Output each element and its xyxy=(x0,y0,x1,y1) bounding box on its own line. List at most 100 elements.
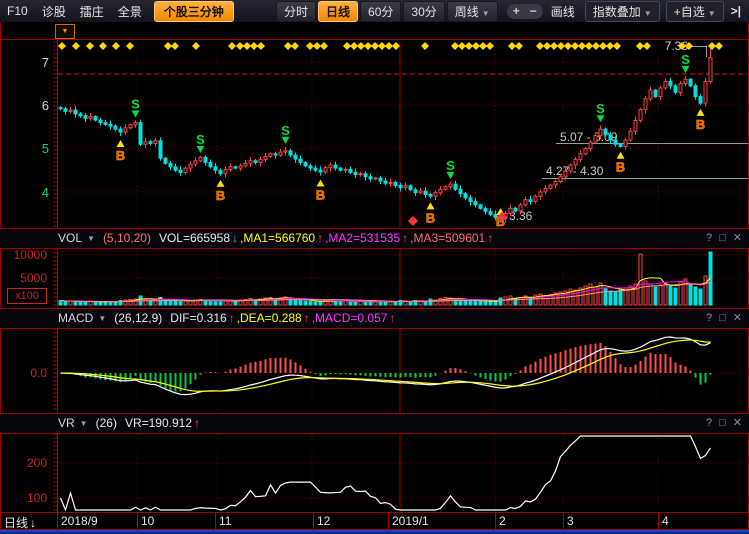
axis-divider xyxy=(313,512,314,530)
volume-bar xyxy=(488,301,493,306)
candle xyxy=(633,119,638,132)
period-weekly-button[interactable]: 周线 ▼ xyxy=(446,0,498,22)
candle xyxy=(383,180,388,184)
vr-maximize-icon[interactable]: □ xyxy=(719,417,726,429)
top-toolbar: F10 诊股 擂庄 全景 个股三分钟 分时 日线 60分 30分 周线 ▼ + −… xyxy=(0,0,749,22)
signal-diamond-icon xyxy=(536,42,544,50)
signal-diamond-icon xyxy=(564,42,572,50)
vr-params: (26) xyxy=(95,416,117,430)
candle xyxy=(513,207,518,212)
vol-indicator-selector[interactable]: VOL xyxy=(58,231,83,245)
macd-close-icon[interactable]: ✕ xyxy=(732,312,742,324)
candle xyxy=(688,78,693,87)
candle xyxy=(63,108,68,112)
period-daily-button[interactable]: 日线 xyxy=(318,0,359,22)
period-30min-button[interactable]: 30分 xyxy=(403,0,445,22)
volume-bar xyxy=(373,301,378,306)
vol-unit-box: x100 xyxy=(7,288,47,304)
signal-diamond-icon xyxy=(320,42,328,50)
candle xyxy=(178,169,183,173)
signal-diamond-icon xyxy=(678,42,686,50)
macd-help-icon[interactable]: ? xyxy=(706,312,713,324)
panorama-button[interactable]: 全景 xyxy=(117,4,142,19)
collapse-panel-icon[interactable]: >| xyxy=(730,4,741,18)
vr-help-icon[interactable]: ? xyxy=(706,417,713,429)
macd-indicator-selector[interactable]: MACD xyxy=(58,311,94,325)
chevron-down-icon: ▼ xyxy=(79,419,88,428)
axis-tick-label: 12 xyxy=(317,514,331,528)
period-60min-button[interactable]: 60分 xyxy=(360,0,402,22)
zoom-controls: + − xyxy=(506,3,543,19)
candle xyxy=(358,173,363,176)
macd-maximize-icon[interactable]: □ xyxy=(719,312,726,324)
up-arrow-icon: ↑ xyxy=(487,231,494,245)
volume-bar xyxy=(498,297,503,306)
volume-bar xyxy=(473,300,478,306)
f10-button[interactable]: F10 xyxy=(7,4,28,18)
draw-line-button[interactable]: 画线 xyxy=(550,4,575,19)
volume-bar xyxy=(483,300,488,306)
vr-close-icon[interactable]: ✕ xyxy=(732,417,742,429)
candle xyxy=(603,128,608,136)
vol-maximize-icon[interactable]: □ xyxy=(719,232,726,244)
mini-period-dropdown[interactable]: ▼ xyxy=(55,24,75,39)
vol-params: (5,10,20) xyxy=(102,231,151,245)
volume-bar xyxy=(293,299,298,306)
axis-tick-label: 3 xyxy=(567,514,574,528)
buy-arrow-icon xyxy=(426,202,435,210)
axis-tick-label: 10 xyxy=(141,514,155,528)
axis-divider xyxy=(137,512,138,530)
signal-diamond-icon xyxy=(257,42,265,50)
index-overlay-button[interactable]: 指数叠加 ▼ xyxy=(584,0,660,22)
volume-bar xyxy=(248,298,253,306)
axis-tick-label: 2018/9 xyxy=(61,514,98,528)
period-intraday-button[interactable]: 分时 xyxy=(276,0,317,22)
axis-divider xyxy=(215,512,216,530)
volume-bar xyxy=(73,301,78,306)
candle xyxy=(278,151,283,156)
candle xyxy=(473,200,478,206)
candle xyxy=(83,115,88,119)
sell-marker: S xyxy=(131,96,140,111)
vr-indicator-selector[interactable]: VR xyxy=(58,416,75,430)
volume-bar xyxy=(413,300,418,306)
add-watchlist-button[interactable]: +自选 ▼ xyxy=(665,0,724,22)
period-mode-label[interactable]: 日线 ↓ xyxy=(4,514,36,531)
volume-bar xyxy=(553,292,558,306)
axis-divider xyxy=(658,512,659,530)
candle xyxy=(698,96,703,104)
banker-button[interactable]: 擂庄 xyxy=(79,4,104,19)
candle xyxy=(403,185,408,189)
candle xyxy=(508,207,513,215)
volume-bar xyxy=(513,298,518,306)
vol-close-icon[interactable]: ✕ xyxy=(732,232,742,244)
volume-bar xyxy=(208,300,213,306)
volume-bar xyxy=(93,301,98,306)
signal-diamond-icon xyxy=(192,42,200,50)
candle xyxy=(533,195,538,202)
mode-text: 日线 xyxy=(4,516,29,530)
axis-tick-label: 2019/1 xyxy=(392,514,429,528)
candle xyxy=(568,164,573,172)
signal-diamond-icon xyxy=(58,42,66,50)
candle xyxy=(553,181,558,186)
diagnose-stock-button[interactable]: 诊股 xyxy=(41,4,66,19)
candle xyxy=(348,168,353,173)
vol-help-icon[interactable]: ? xyxy=(706,232,713,244)
signal-diamond-icon xyxy=(643,42,651,50)
chevron-down-icon: ▼ xyxy=(87,234,95,243)
signal-diamond-icon xyxy=(350,42,358,50)
volume-bar xyxy=(668,285,673,306)
volume-bar xyxy=(78,301,83,306)
volume-bar xyxy=(68,300,73,306)
zoom-out-button[interactable]: − xyxy=(529,3,537,18)
stock-3min-button[interactable]: 个股三分钟 xyxy=(153,0,234,22)
signal-diamond-icon xyxy=(371,42,379,50)
candle xyxy=(218,169,223,175)
price-axis-label: 5 xyxy=(41,141,49,156)
zoom-in-button[interactable]: + xyxy=(512,3,520,18)
candle xyxy=(288,150,293,156)
candle xyxy=(128,124,133,129)
chevron-down-icon: ▼ xyxy=(707,8,716,18)
